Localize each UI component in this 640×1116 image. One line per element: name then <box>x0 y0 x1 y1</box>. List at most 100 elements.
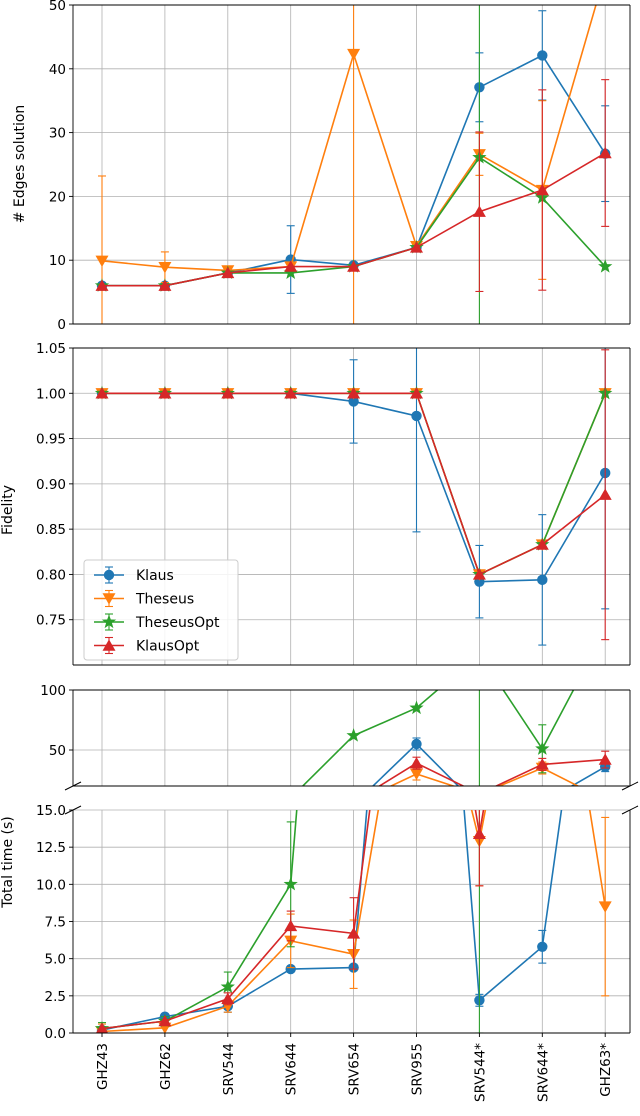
edges-ytick-label: 30 <box>49 126 66 142</box>
edges-ytick-label: 20 <box>49 189 66 205</box>
time-ylabel: Total time (s) <box>0 816 16 908</box>
edges-point-klausopt <box>410 241 423 253</box>
time-upper-point-theseusopt <box>284 791 298 805</box>
edges-ytick-label: 50 <box>49 0 66 14</box>
time-lower-point-klausopt <box>347 927 361 939</box>
time-lower-line-theseusopt <box>101 810 298 1030</box>
time-lower-ytick-label: 12.5 <box>36 840 66 856</box>
time-upper-point-theseusopt <box>535 741 550 755</box>
fidelity-point-klausopt <box>347 387 361 399</box>
fidelity-ylabel: Fidelity <box>0 485 16 535</box>
fidelity-panel: 0.75 0.80 0.85 0.90 0.95 1.00 1.05 <box>36 341 631 666</box>
time-lower-point-klausopt <box>95 1022 109 1033</box>
time-upper-line-theseus <box>389 767 580 786</box>
fidelity-point-klausopt <box>95 387 109 399</box>
time-upper-line-klausopt <box>377 758 606 786</box>
time-lower-point-theseusopt <box>220 979 235 993</box>
legend-label-klaus: Klaus <box>136 568 174 584</box>
xtick-label: SRV955 <box>410 1043 426 1095</box>
time-upper-point-klaus <box>411 738 422 750</box>
xtick-label: SRV654 <box>347 1043 363 1095</box>
fidelity-ytick-label: 1.00 <box>36 386 66 402</box>
time-lower-series-klausopt <box>95 810 486 1033</box>
legend-label-theseusopt: TheseusOpt <box>135 615 220 631</box>
edges-ylabel: # Edges solution <box>12 105 28 224</box>
time-upper-plot-area <box>284 690 612 810</box>
time-lower-point-theseus <box>598 901 612 913</box>
edges-point-klausopt <box>221 266 235 279</box>
fidelity-ytick-label: 0.90 <box>36 477 66 493</box>
axis-break-mark <box>64 781 82 791</box>
time-upper-ytick-label: 100 <box>40 683 66 699</box>
time-lower-ytick-label: 15.0 <box>36 803 66 819</box>
edges-point-klausopt <box>472 205 486 217</box>
edges-ytick-label: 40 <box>49 62 66 78</box>
legend-marker-klausopt <box>102 639 116 651</box>
time-upper-point-klausopt <box>535 758 549 770</box>
xtick-label: SRV544* <box>472 1043 488 1102</box>
legend-label-klausopt: KlausOpt <box>136 639 200 655</box>
time-lower-point-klausopt <box>472 827 486 839</box>
edges-series-theseus <box>95 5 597 324</box>
time-upper-point-theseus <box>599 795 612 806</box>
time-lower-plot-area <box>94 810 612 1033</box>
time-lower-point-klaus <box>537 941 548 952</box>
edges-ytick-label: 0 <box>57 317 66 333</box>
legend-marker-theseusopt <box>101 614 117 629</box>
xtick-label: SRV644 <box>284 1043 300 1095</box>
xtick-label: GHZ63* <box>598 1043 614 1097</box>
time-lower-point-klausopt <box>158 1014 172 1027</box>
time-upper-point-theseus <box>410 768 423 781</box>
fidelity-plot-area <box>94 348 613 646</box>
time-upper-point-klaus <box>348 800 358 810</box>
fidelity-ytick-label: 0.85 <box>36 522 66 538</box>
legend-marker-klaus <box>103 569 115 581</box>
time-upper-point-klausopt <box>473 788 486 799</box>
fidelity-point-klausopt <box>410 387 423 399</box>
legend-label-theseus: Theseus <box>135 592 194 608</box>
fidelity-point-klausopt <box>472 568 486 580</box>
time-upper-point-klaus <box>537 798 547 808</box>
time-lower-ytick-label: 5.0 <box>45 952 66 968</box>
fidelity-point-klaus <box>348 396 359 407</box>
fidelity-point-klausopt <box>535 538 549 550</box>
time-upper-point-theseus <box>284 797 297 808</box>
time-lower-point-theseusopt <box>283 876 298 891</box>
time-lower-ytick-label: 7.5 <box>45 915 66 931</box>
time-upper-point-theseusopt <box>409 700 424 715</box>
fidelity-ytick-label: 0.75 <box>36 613 66 629</box>
time-lower-point-klausopt <box>221 992 235 1005</box>
time-upper-series-klausopt <box>377 750 612 799</box>
fidelity-point-klausopt <box>284 387 298 399</box>
xtick-label: SRV644* <box>535 1043 551 1102</box>
edges-point-klausopt <box>158 279 172 291</box>
time-lower-point-klausopt <box>284 919 298 932</box>
legend-box <box>83 559 239 661</box>
fidelity-point-klaus <box>411 410 422 422</box>
edges-point-klausopt <box>95 279 109 291</box>
edges-point-theseusopt <box>598 259 613 273</box>
fidelity-point-klausopt <box>221 387 235 399</box>
edges-panel: 0 10 20 30 40 50 <box>49 0 631 333</box>
edges-series-klausopt <box>95 79 612 293</box>
axis-break-mark <box>64 805 82 815</box>
time-lower-ytick-label: 10.0 <box>36 877 66 893</box>
legend-marker-theseus <box>102 593 116 605</box>
axis-break-mark <box>621 805 639 815</box>
fidelity-series-klausopt <box>95 349 612 641</box>
edges-point-klausopt <box>535 183 549 196</box>
time-upper-panel: 50 100 <box>40 683 631 810</box>
time-upper-point-klausopt <box>410 757 423 769</box>
time-lower-ytick-label: 2.5 <box>45 989 66 1005</box>
fidelity-ytick-label: 1.05 <box>36 341 66 357</box>
fidelity-point-klausopt <box>598 488 612 500</box>
edges-point-theseus <box>158 262 172 274</box>
time-upper-point-klausopt <box>598 753 612 765</box>
xtick-label: SRV544 <box>221 1043 237 1095</box>
time-upper-series-theseusopt <box>284 690 575 805</box>
time-upper-ytick-label: 50 <box>49 743 66 759</box>
legend: Klaus Theseus TheseusOpt KlausOpt <box>83 559 239 661</box>
time-upper-point-theseus <box>347 798 360 809</box>
edges-point-theseus <box>95 255 109 268</box>
